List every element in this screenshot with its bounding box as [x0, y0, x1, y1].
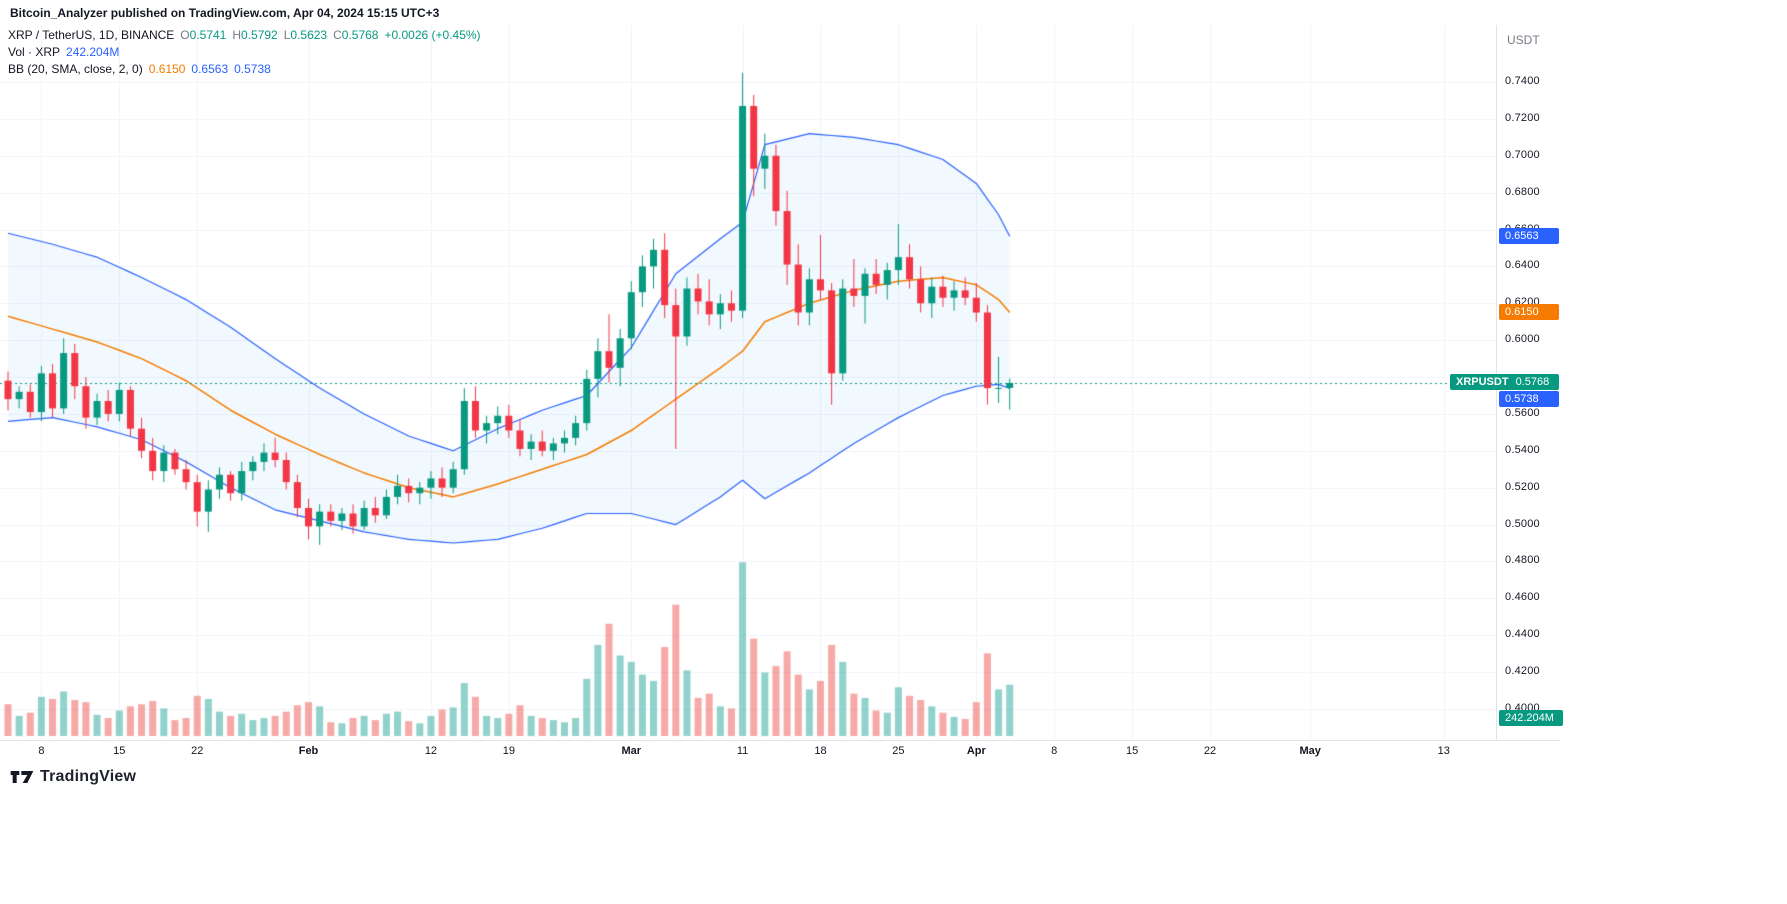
tradingview-logo-icon	[10, 766, 34, 788]
price-axis-label: 0.5400	[1505, 443, 1540, 456]
price-axis-label: 0.4400	[1505, 628, 1540, 641]
time-axis-label: 18	[814, 745, 827, 757]
legend-bb-values: 0.6150 0.6563 0.5738	[149, 62, 277, 76]
legend-symbol-title: XRP / TetherUS, 1D, BINANCE	[8, 28, 175, 42]
legend-bb-label: BB (20, SMA, close, 2, 0)	[8, 62, 143, 76]
price-axis-label: 0.6000	[1505, 333, 1540, 346]
time-axis-label: 25	[892, 745, 905, 757]
time-axis[interactable]: 8 15 22 Feb 12 19 Mar 11 18 25 Apr 8 15 22 May 13	[0, 740, 1560, 763]
chart-widget: XRP / TetherUS, 1D, BINANCE O0.5741 H0.579…	[0, 25, 1563, 763]
legend-volume-row: Vol · XRP 242.204M	[8, 44, 481, 61]
ohlc-letter: O	[180, 28, 190, 42]
tradingview-logo[interactable]: TradingView	[10, 766, 136, 788]
legend: XRP / TetherUS, 1D, BINANCE O0.5741 H0.579…	[8, 27, 481, 78]
time-axis-label: 19	[502, 745, 515, 757]
ohlc-value: 0.5623	[290, 28, 328, 42]
attribution-text: Bitcoin_Analyzer published on TradingVie…	[10, 6, 440, 20]
price-axis-label: 0.4200	[1505, 665, 1540, 678]
ohlc-letter: H	[232, 28, 242, 42]
price-axis-label: 0.6800	[1505, 185, 1540, 198]
time-axis-label: 11	[736, 745, 749, 757]
legend-volume-label: Vol · XRP	[8, 45, 61, 59]
symbol-badge-price: 0.5768	[1515, 376, 1550, 388]
symbol-price-badge: XRPUSDT 0.5768	[1450, 374, 1559, 390]
time-axis-label: Feb	[298, 745, 319, 757]
volume-badge: 242.204M	[1499, 710, 1563, 726]
ohlc-value: 0.5768	[341, 28, 379, 42]
time-axis-label: 8	[1051, 745, 1058, 757]
price-axis-label: 0.7200	[1505, 111, 1540, 124]
price-axis-label: 0.4800	[1505, 554, 1540, 567]
time-axis-label: 12	[424, 745, 438, 757]
symbol-badge-name: XRPUSDT	[1456, 376, 1509, 388]
legend-bb-value: 0.6150	[148, 62, 186, 76]
legend-ohlc: O0.5741 H0.5792 L0.5623 C0.5768	[174, 28, 378, 42]
legend-bb-value: 0.5738	[234, 62, 271, 76]
price-axis[interactable]: USDT 0.74000.72000.70000.68000.66000.640…	[1450, 25, 1563, 740]
legend-symbol-row: XRP / TetherUS, 1D, BINANCE O0.5741 H0.579…	[8, 27, 481, 44]
legend-bb-row: BB (20, SMA, close, 2, 0) 0.6150 0.6563 0.5…	[8, 61, 481, 78]
price-axis-label: 0.4600	[1505, 591, 1540, 604]
ohlc-letter: C	[333, 28, 342, 42]
time-axis-label: 13	[1437, 745, 1450, 757]
ohlc-letter: L	[283, 28, 291, 42]
price-axis-label: 0.7000	[1505, 148, 1540, 161]
price-axis-label: 0.5000	[1505, 517, 1540, 530]
price-chart-canvas[interactable]	[0, 25, 1496, 740]
time-axis-label: 22	[1203, 745, 1217, 757]
price-badge-bb-lower: 0.5738	[1499, 391, 1559, 407]
price-axis-label: 0.5200	[1505, 480, 1540, 493]
price-axis-label: 0.6400	[1505, 259, 1540, 272]
legend-bb-value: 0.6563	[191, 62, 229, 76]
time-axis-label: Apr	[966, 745, 986, 757]
ohlc-value: 0.5792	[241, 28, 278, 42]
currency-label: USDT	[1507, 33, 1540, 47]
price-badge-bb-basis: 0.6150	[1499, 304, 1559, 320]
time-axis-label: 8	[38, 745, 45, 757]
time-axis-label: 22	[191, 745, 204, 757]
time-axis-label: May	[1299, 745, 1321, 757]
time-axis-label: 15	[113, 745, 126, 757]
price-axis-label: 0.5600	[1505, 406, 1540, 419]
price-badge-bb-upper: 0.6563	[1499, 228, 1559, 244]
price-axis-label: 0.7400	[1505, 75, 1540, 87]
legend-volume-value: 242.204M	[66, 45, 120, 59]
time-axis-label: Mar	[621, 745, 642, 757]
ohlc-value: 0.5741	[189, 28, 227, 42]
tradingview-logo-text: TradingView	[40, 768, 137, 785]
legend-change: +0.0026 (+0.45%)	[384, 28, 481, 42]
time-axis-label: 15	[1126, 745, 1139, 757]
